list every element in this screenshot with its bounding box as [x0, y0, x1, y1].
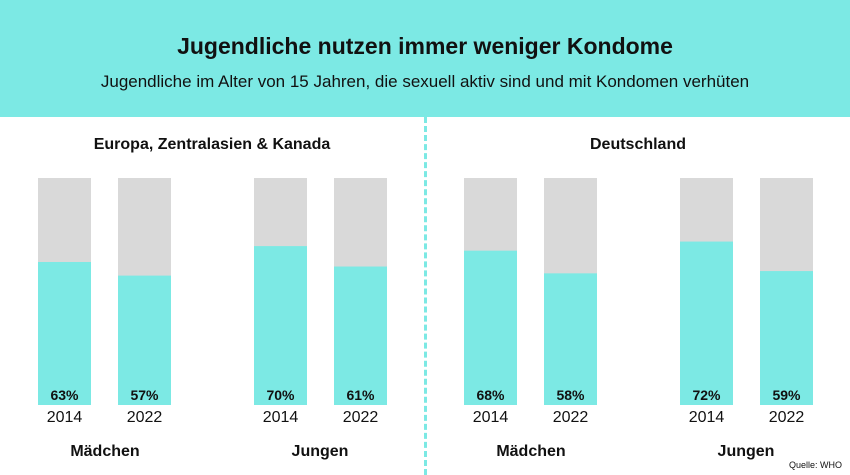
data-label-p0-maedchen-2014: 63%: [50, 387, 79, 403]
group-label-europe-jungen: Jungen: [291, 443, 349, 460]
data-label-p1-maedchen-2014: 68%: [476, 387, 505, 403]
year-label-p0-jungen-2014: 2014: [263, 409, 299, 426]
group-label-deutschland-maedchen: Mädchen: [496, 443, 566, 460]
group-label-europe-maedchen: Mädchen: [70, 443, 140, 460]
year-label-p1-jungen-2022: 2022: [769, 409, 805, 426]
bar-p1-maedchen-2014: [464, 250, 517, 405]
year-label-p0-jungen-2022: 2022: [343, 409, 379, 426]
data-label-p1-maedchen-2022: 58%: [556, 387, 585, 403]
bar-p1-jungen-2014: [680, 241, 733, 405]
data-label-p1-jungen-2022: 59%: [772, 387, 801, 403]
panel-title-europe: Europa, Zentralasien & Kanada: [93, 136, 331, 153]
bar-p0-jungen-2014: [254, 246, 307, 405]
data-label-p0-maedchen-2022: 57%: [130, 387, 159, 403]
chart-title: Jugendliche nutzen immer weniger Kondome: [177, 33, 673, 59]
data-label-p0-jungen-2014: 70%: [266, 387, 295, 403]
year-label-p1-jungen-2014: 2014: [689, 409, 725, 426]
header-banner: Jugendliche nutzen immer weniger Kondome…: [0, 0, 850, 117]
chart-subtitle: Jugendliche im Alter von 15 Jahren, die …: [100, 72, 750, 91]
data-label-p1-jungen-2014: 72%: [692, 387, 721, 403]
source-note: Quelle: WHO: [788, 460, 842, 470]
bar-p1-maedchen-2022: [544, 273, 597, 405]
bar-p1-jungen-2022: [760, 271, 813, 405]
data-label-p0-jungen-2022: 61%: [346, 387, 375, 403]
panel-divider: [424, 117, 427, 475]
year-label-p0-maedchen-2022: 2022: [127, 409, 163, 426]
year-label-p0-maedchen-2014: 2014: [47, 409, 83, 426]
bar-p0-maedchen-2014: [38, 261, 91, 405]
bar-p0-maedchen-2022: [118, 275, 171, 405]
year-label-p1-maedchen-2022: 2022: [553, 409, 589, 426]
panel-title-deutschland: Deutschland: [589, 136, 686, 153]
group-label-deutschland-jungen: Jungen: [717, 443, 775, 460]
year-label-p1-maedchen-2014: 2014: [473, 409, 509, 426]
bar-p0-jungen-2022: [334, 266, 387, 405]
